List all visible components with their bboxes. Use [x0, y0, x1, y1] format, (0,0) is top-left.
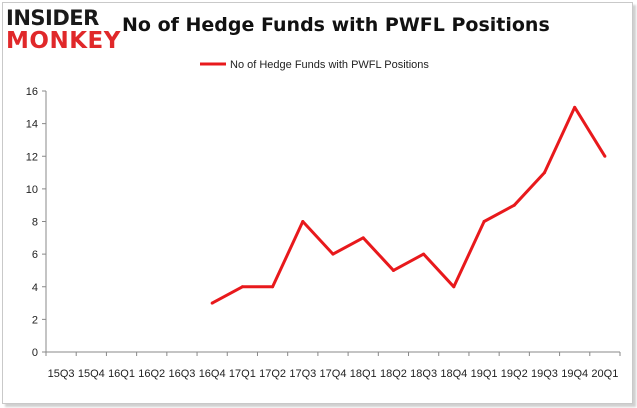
- y-axis-ticks: 0 2 4 6 8 10 12 14 16: [26, 86, 46, 359]
- x-tick-label: 16Q2: [138, 368, 165, 380]
- data-point: [240, 285, 244, 289]
- x-tick-label: 17Q2: [259, 368, 286, 380]
- x-tick-label: 18Q4: [440, 368, 467, 380]
- x-tick-label: 19Q4: [561, 368, 588, 380]
- series-line: [211, 105, 607, 305]
- data-point: [542, 171, 546, 175]
- x-tick-label: 17Q1: [229, 368, 256, 380]
- data-point: [482, 220, 486, 223]
- x-tick-label: 20Q1: [591, 368, 618, 380]
- data-point: [301, 220, 305, 223]
- y-tick-label: 12: [26, 151, 38, 163]
- axes: [45, 91, 620, 353]
- x-tick-label: 16Q4: [199, 368, 226, 380]
- data-point: [603, 154, 607, 158]
- x-axis-ticks: 15Q3 15Q4 16Q1 16Q2 16Q3 16Q4 17Q1 17Q2 17Q3 17Q4…: [45, 352, 621, 380]
- legend: No of Hedge Funds with PWFL Positions: [200, 59, 429, 71]
- x-tick-label: 17Q3: [289, 368, 316, 380]
- data-point: [391, 268, 395, 272]
- x-tick-label: 19Q1: [471, 368, 498, 380]
- x-tick-label: 15Q4: [78, 368, 105, 380]
- x-tick-label: 19Q3: [531, 368, 558, 380]
- data-point: [573, 105, 577, 109]
- legend-label: No of Hedge Funds with PWFL Positions: [230, 59, 429, 71]
- x-tick-label: 18Q2: [380, 368, 407, 380]
- y-tick-label: 6: [32, 249, 38, 261]
- x-tick-label: 18Q3: [410, 368, 437, 380]
- x-tick-label: 19Q2: [501, 368, 528, 380]
- logo-line-insider: INSIDER: [6, 6, 99, 30]
- y-tick-label: 0: [32, 347, 38, 359]
- y-tick-label: 16: [26, 86, 38, 98]
- x-tick-label: 15Q3: [48, 368, 75, 380]
- y-tick-label: 2: [32, 314, 38, 326]
- x-tick-label: 16Q1: [108, 368, 135, 380]
- x-tick-label: 16Q3: [168, 368, 195, 380]
- y-tick-label: 10: [26, 184, 38, 196]
- x-tick-label: 17Q4: [320, 368, 347, 380]
- data-point: [361, 236, 365, 240]
- chart-title: No of Hedge Funds with PWFL Positions: [122, 14, 550, 36]
- insider-monkey-logo: INSIDER MONKEY: [6, 6, 120, 54]
- data-point: [210, 301, 214, 305]
- data-point: [271, 285, 275, 289]
- chart-frame: [2, 2, 633, 404]
- data-point: [422, 252, 426, 256]
- y-tick-label: 14: [26, 119, 38, 131]
- x-tick-label: 18Q1: [350, 368, 377, 380]
- data-point: [452, 285, 456, 289]
- plot-area: [210, 105, 607, 305]
- data-point: [331, 252, 335, 256]
- logo-line-monkey: MONKEY: [6, 28, 121, 54]
- y-tick-label: 4: [32, 282, 38, 294]
- data-point: [512, 203, 516, 207]
- y-tick-label: 8: [32, 217, 38, 229]
